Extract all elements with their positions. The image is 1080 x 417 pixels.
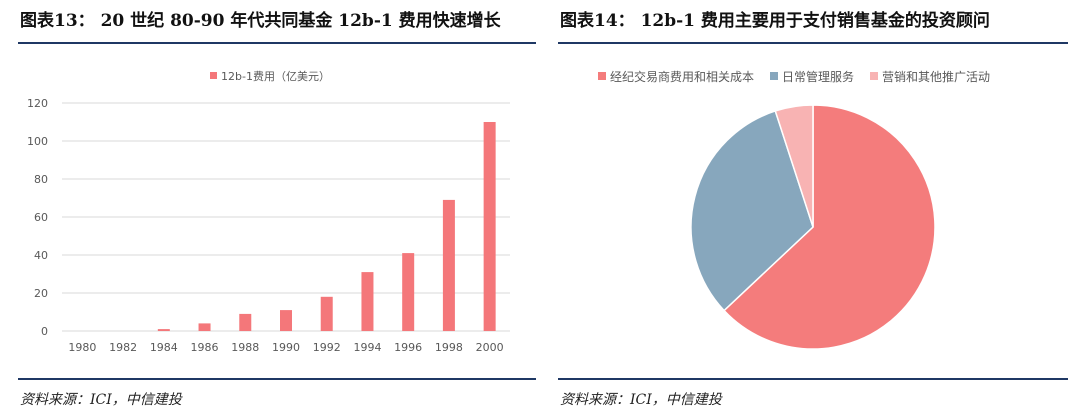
bar [402, 253, 415, 331]
x-tick-label: 1998 [435, 341, 463, 354]
legend-label: 营销和其他推广活动 [882, 70, 990, 84]
y-tick-label: 80 [34, 173, 48, 186]
pie-slice [774, 104, 814, 228]
legend-label: 经纪交易商费用和相关成本 [610, 69, 754, 84]
x-tick-label: 2000 [476, 341, 504, 354]
source-rule [558, 378, 1068, 380]
figure-14-source: 资料来源：ICI，中信建投 [560, 392, 722, 408]
y-tick-label: 100 [27, 135, 48, 148]
bar-chart: 12b-1费用（亿美元） 0 20 40 60 80 100 120 1980 1982 1984 1… [27, 70, 510, 354]
x-tick-label: 1982 [109, 341, 137, 354]
bar [198, 323, 211, 331]
legend-label: 日常管理服务 [782, 69, 854, 84]
x-tick-label: 1996 [394, 341, 422, 354]
source-rule [18, 378, 536, 380]
x-tick-label: 1988 [231, 341, 259, 354]
x-tick-label: 1992 [313, 341, 341, 354]
bar [483, 122, 496, 331]
figure-13-panel: 图表13： 20 世纪 80-90 年代共同基金 12b-1 费用快速增长 12… [0, 0, 536, 417]
x-tick-label: 1994 [353, 341, 381, 354]
y-tick-label: 40 [34, 249, 48, 262]
pie-slice [690, 110, 814, 312]
legend-swatch [870, 72, 878, 80]
x-tick-label: 1980 [68, 341, 96, 354]
x-tick-label: 1990 [272, 341, 300, 354]
pie-slice [723, 104, 936, 350]
y-tick-label: 60 [34, 211, 48, 224]
y-tick-label: 0 [41, 325, 48, 338]
bar [361, 272, 374, 331]
figure-13-title: 图表13： 20 世纪 80-90 年代共同基金 12b-1 费用快速增长 [20, 11, 501, 31]
bar [157, 329, 170, 331]
x-tick-label: 1984 [150, 341, 178, 354]
legend-label: 12b-1费用（亿美元） [221, 70, 330, 83]
legend: 经纪交易商费用和相关成本 日常管理服务 营销和其他推广活动 [598, 69, 990, 84]
legend-swatch [598, 72, 606, 80]
figure-13-source: 资料来源：ICI，中信建投 [20, 392, 182, 408]
legend-swatch [770, 72, 778, 80]
bar [320, 296, 333, 331]
x-tick-label: 1986 [191, 341, 219, 354]
y-tick-label: 120 [27, 97, 48, 110]
legend-swatch [210, 72, 217, 79]
bar [442, 199, 455, 331]
bar [239, 313, 252, 331]
title-rule [558, 42, 1068, 44]
figure-14-title: 图表14： 12b-1 费用主要用于支付销售基金的投资顾问 [560, 11, 990, 31]
figure-14-panel: 图表14： 12b-1 费用主要用于支付销售基金的投资顾问 经纪交易商费用和相关… [556, 0, 1080, 417]
y-tick-label: 20 [34, 287, 48, 300]
bar [280, 310, 292, 331]
legend: 12b-1费用（亿美元） [210, 70, 330, 83]
pie-chart: 经纪交易商费用和相关成本 日常管理服务 营销和其他推广活动 [598, 69, 990, 350]
title-rule [18, 42, 536, 44]
